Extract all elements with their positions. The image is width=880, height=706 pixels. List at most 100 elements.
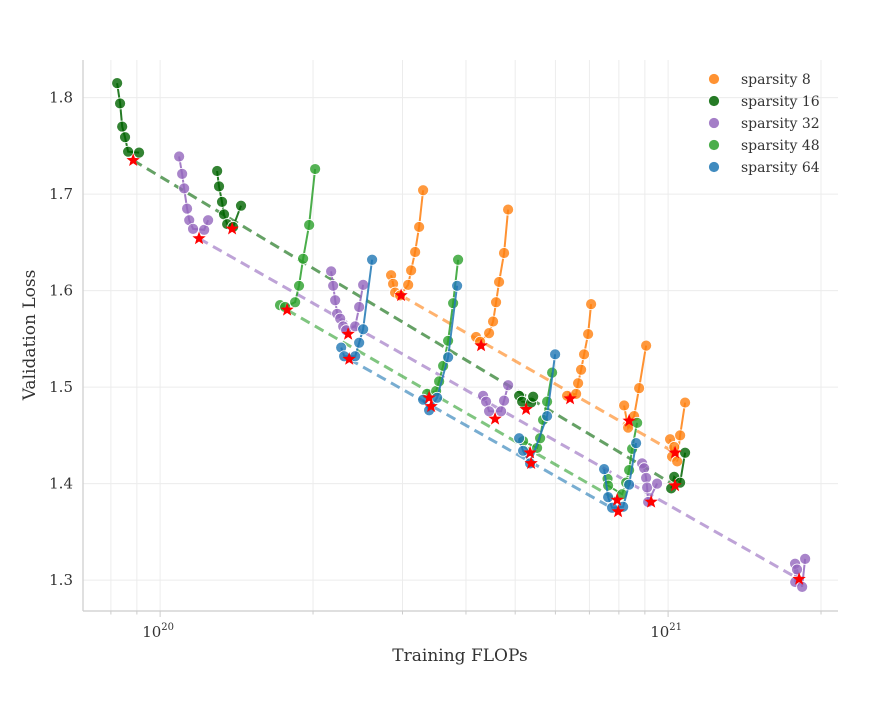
- data-point: [327, 279, 340, 292]
- data-point: [216, 195, 228, 208]
- data-point: [799, 552, 812, 565]
- optimum-star: [668, 445, 682, 459]
- data-point: [541, 395, 553, 408]
- optimum-star: [610, 493, 624, 506]
- data-point: [527, 390, 540, 403]
- legend-marker: [708, 73, 720, 85]
- optimum-star: [280, 302, 294, 316]
- data-point: [618, 399, 631, 412]
- legend-label: sparsity 8: [741, 72, 811, 88]
- data-point: [303, 219, 316, 231]
- data-point: [549, 348, 562, 361]
- legend-label: sparsity 32: [741, 116, 820, 132]
- y-tick-label: 1.4: [49, 475, 73, 493]
- x-tick-label: 1020: [142, 622, 174, 641]
- data-point: [111, 77, 124, 90]
- optimum-star: [394, 288, 408, 302]
- data-point: [178, 182, 191, 195]
- legend-marker: [708, 139, 720, 151]
- optimum-star: [342, 352, 356, 365]
- y-axis-label: Validation Loss: [20, 270, 40, 402]
- data-point: [325, 265, 338, 278]
- data-point: [791, 563, 803, 576]
- data-point: [235, 199, 247, 212]
- optimum-star: [519, 402, 533, 415]
- data-point: [116, 120, 129, 133]
- fit-line-sparsity-64: [348, 357, 619, 513]
- data-point: [498, 394, 510, 407]
- data-point: [502, 379, 514, 392]
- data-point: [329, 294, 342, 307]
- optimum-star: [488, 412, 502, 425]
- optimum-star: [341, 327, 355, 340]
- data-point: [641, 481, 654, 494]
- data-point: [133, 146, 145, 159]
- optimum-star: [474, 338, 488, 352]
- data-point: [578, 348, 590, 361]
- optimum-star: [225, 221, 239, 235]
- y-tick-label: 1.3: [49, 571, 73, 589]
- data-point: [502, 203, 514, 216]
- data-point: [575, 363, 587, 376]
- data-point: [353, 301, 366, 313]
- data-point: [679, 396, 691, 409]
- data-point: [297, 252, 310, 265]
- data-point: [431, 391, 444, 404]
- x-tick-label: 1021: [650, 622, 682, 641]
- data-point: [451, 279, 464, 292]
- data-point: [417, 184, 430, 197]
- optimum-star: [523, 445, 537, 459]
- data-point: [582, 328, 595, 340]
- data-point: [679, 446, 691, 459]
- data-point: [487, 315, 499, 328]
- data-point: [447, 297, 460, 310]
- optimum-star: [622, 413, 636, 427]
- data-point: [353, 336, 366, 349]
- data-point: [357, 278, 370, 291]
- data-point: [513, 432, 526, 445]
- x-axis-label: Training FLOPs: [392, 646, 527, 666]
- optimum-star: [668, 478, 682, 492]
- data-point: [402, 278, 415, 291]
- optimum-star: [126, 153, 140, 166]
- data-point: [202, 214, 215, 227]
- data-point: [640, 339, 653, 352]
- y-tick-label: 1.5: [49, 378, 73, 396]
- data-point: [490, 296, 502, 309]
- y-tick-label: 1.7: [49, 185, 73, 203]
- data-point: [309, 163, 322, 175]
- data-point: [176, 167, 189, 180]
- data-point: [630, 437, 643, 449]
- data-point: [493, 276, 505, 288]
- legend-marker: [708, 95, 720, 107]
- optimum-star: [644, 495, 658, 508]
- data-point: [602, 491, 615, 504]
- optimum-star: [611, 504, 625, 518]
- grid: [83, 60, 838, 611]
- y-tick-label: 1.8: [49, 89, 73, 107]
- data-point: [674, 429, 687, 442]
- optimum-star: [192, 231, 206, 245]
- data-point: [173, 150, 186, 163]
- x-ticks: 1020 1021: [110, 611, 822, 641]
- legend-label: sparsity 64: [741, 160, 820, 176]
- data-point: [633, 382, 646, 394]
- optimum-star: [792, 572, 806, 585]
- data-point: [405, 264, 418, 277]
- fit-line-sparsity-8: [400, 294, 676, 455]
- data-point: [289, 296, 302, 309]
- data-point: [211, 165, 224, 177]
- data-point: [483, 327, 495, 339]
- data-point: [413, 221, 426, 233]
- data-point: [213, 180, 225, 193]
- data-point: [495, 405, 507, 418]
- y-ticks: 1.3 1.4 1.5 1.6 1.7 1.8: [49, 89, 73, 589]
- data-point: [181, 202, 193, 215]
- data-point: [409, 246, 422, 258]
- optimum-star: [424, 399, 438, 413]
- data-point: [572, 377, 584, 390]
- data-point: [357, 323, 370, 336]
- data-point: [541, 410, 553, 422]
- optimum-star: [524, 456, 538, 469]
